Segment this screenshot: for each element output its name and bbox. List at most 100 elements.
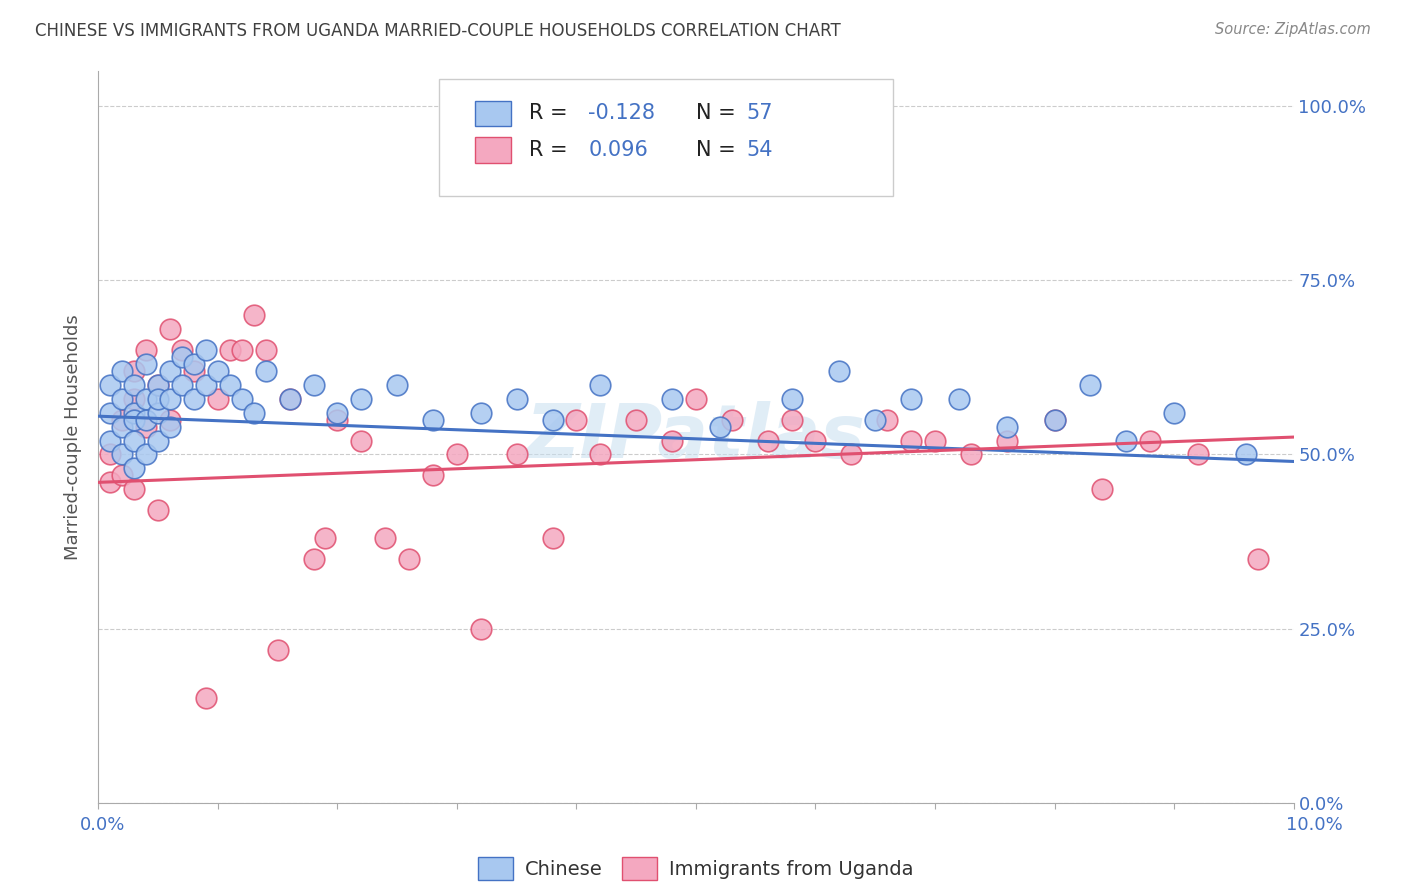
Legend: Chinese, Immigrants from Uganda: Chinese, Immigrants from Uganda [471,849,921,888]
Point [135,357,157,371]
Point [111,419,134,434]
Point [148,406,170,420]
Text: 0.096: 0.096 [588,140,648,160]
Point [159,412,181,426]
Point [148,377,170,392]
Point [589,377,612,392]
Point [995,419,1018,434]
Point [172,377,194,392]
Text: CHINESE VS IMMIGRANTS FROM UGANDA MARRIED-COUPLE HOUSEHOLDS CORRELATION CHART: CHINESE VS IMMIGRANTS FROM UGANDA MARRIE… [35,22,841,40]
Text: 0.0%: 0.0% [80,816,125,834]
Point [948,392,970,406]
Point [1234,448,1257,462]
Point [470,406,492,420]
Text: ZIPatlas: ZIPatlas [526,401,866,474]
Point [876,412,898,426]
Point [207,364,229,378]
Point [374,531,396,545]
Point [172,343,194,357]
Point [661,392,683,406]
Point [111,448,134,462]
Point [124,364,146,378]
Point [1163,406,1185,420]
Point [124,483,146,497]
Point [506,392,529,406]
Point [159,364,181,378]
Point [111,392,134,406]
Point [326,406,349,420]
Point [111,364,134,378]
Point [470,622,492,636]
Point [195,377,218,392]
Point [756,434,779,448]
Point [148,377,170,392]
Point [195,691,218,706]
Point [231,343,253,357]
Point [685,392,707,406]
Point [1043,412,1066,426]
Text: 54: 54 [747,140,773,160]
Point [135,392,157,406]
Point [124,377,146,392]
Point [148,503,170,517]
Point [841,448,863,462]
Point [243,406,266,420]
Point [183,392,205,406]
Point [135,412,157,426]
Point [1043,412,1066,426]
Point [135,448,157,462]
Point [315,531,337,545]
Point [111,468,134,483]
Point [243,308,266,322]
Point [302,552,325,566]
Point [1091,483,1114,497]
Point [278,392,301,406]
Point [148,434,170,448]
Point [111,412,134,426]
Point [422,412,444,426]
Text: 10.0%: 10.0% [1286,816,1343,834]
Point [159,322,181,336]
Point [995,434,1018,448]
Point [1247,552,1270,566]
Text: R =: R = [529,103,574,123]
Point [124,461,146,475]
Point [1115,434,1137,448]
Point [135,419,157,434]
Point [960,448,983,462]
Point [100,406,122,420]
Text: Source: ZipAtlas.com: Source: ZipAtlas.com [1215,22,1371,37]
Point [350,392,373,406]
Point [254,364,277,378]
Point [350,434,373,448]
Point [278,392,301,406]
Point [100,377,122,392]
Point [100,448,122,462]
Point [565,412,588,426]
Point [804,434,827,448]
Point [195,343,218,357]
Point [207,392,229,406]
FancyBboxPatch shape [475,101,510,127]
Point [159,392,181,406]
Point [100,475,122,490]
Point [231,392,253,406]
Point [219,377,242,392]
Point [302,377,325,392]
Point [135,343,157,357]
Point [422,468,444,483]
Point [865,412,887,426]
Point [661,434,683,448]
Point [124,434,146,448]
FancyBboxPatch shape [475,137,510,162]
Text: N =: N = [696,140,742,160]
Point [780,392,803,406]
Point [124,412,146,426]
Text: N =: N = [696,103,742,123]
Point [541,412,564,426]
Point [398,552,420,566]
Text: 57: 57 [747,103,773,123]
Point [148,392,170,406]
Point [159,419,181,434]
FancyBboxPatch shape [439,78,893,195]
